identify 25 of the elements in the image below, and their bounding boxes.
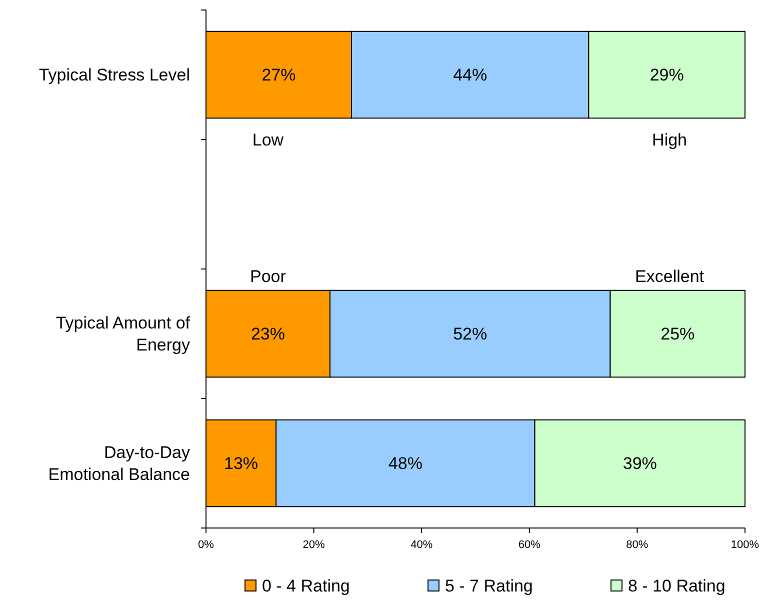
legend-label: 8 - 10 Rating xyxy=(628,576,726,596)
annotation: High xyxy=(652,130,688,150)
x-tick-label: 20% xyxy=(302,539,326,551)
data-label: 29% xyxy=(650,65,684,84)
legend-label: 0 - 4 Rating xyxy=(262,576,350,596)
data-label: 52% xyxy=(453,324,488,344)
annotation: Excellent xyxy=(635,266,704,286)
x-tick-label: 60% xyxy=(518,539,541,551)
legend-label: 5 - 7 Rating xyxy=(445,576,533,596)
data-label: 39% xyxy=(622,454,657,473)
y-tick-label: Day-to-Day Emotional Balance xyxy=(48,443,190,484)
data-label: 27% xyxy=(262,65,296,84)
data-label: 48% xyxy=(388,454,422,473)
x-tick-label: 80% xyxy=(626,539,648,551)
x-tick-label: 40% xyxy=(410,539,433,551)
data-label: 13% xyxy=(224,454,258,473)
y-tick-label: Typical Amount of Energy xyxy=(56,314,190,355)
annotation: Low xyxy=(252,130,284,150)
x-tick-label: 0% xyxy=(198,539,214,551)
x-tick-label: 100% xyxy=(730,539,760,551)
data-label: 44% xyxy=(453,65,488,84)
data-label: 25% xyxy=(660,324,695,344)
data-label: 23% xyxy=(250,324,285,344)
annotation: Poor xyxy=(250,266,286,286)
y-tick-label: Typical Stress Level xyxy=(38,66,190,85)
